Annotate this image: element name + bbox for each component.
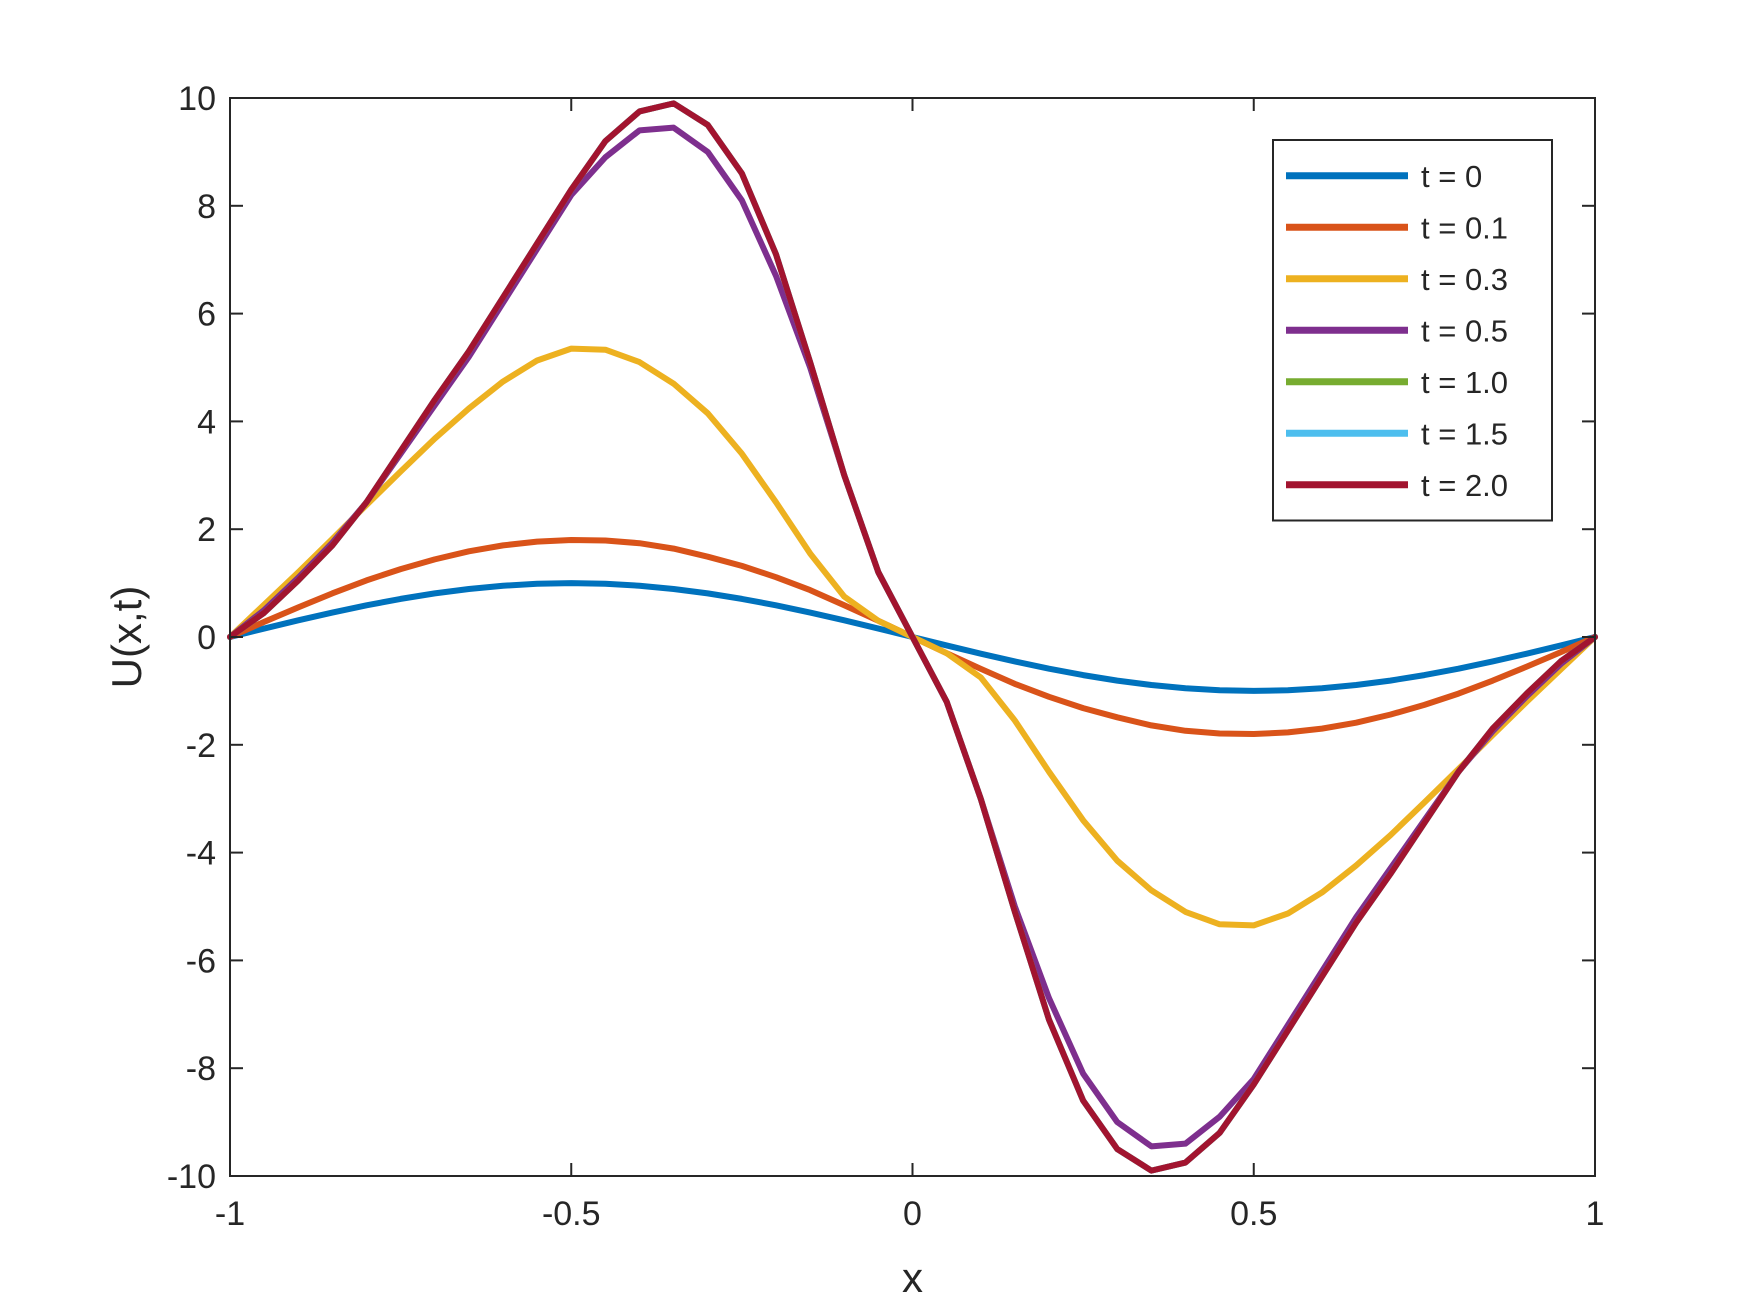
y-tick-label: 10 <box>178 80 216 118</box>
legend-label-2: t = 0.3 <box>1421 262 1508 297</box>
y-tick-label: -8 <box>186 1050 216 1088</box>
y-tick-label: 0 <box>197 619 216 657</box>
legend-label-0: t = 0 <box>1421 159 1482 194</box>
x-tick-label: -1 <box>215 1195 245 1233</box>
y-tick-label: 4 <box>197 403 216 441</box>
x-axis-label: x <box>902 1254 923 1301</box>
y-tick-label: -10 <box>167 1158 216 1196</box>
legend-label-3: t = 0.5 <box>1421 313 1508 348</box>
y-tick-label: 6 <box>197 296 216 334</box>
legend-label-4: t = 1.0 <box>1421 365 1508 400</box>
legend-label-5: t = 1.5 <box>1421 416 1508 451</box>
y-axis-label: U(x,t) <box>103 586 150 689</box>
y-tick-label: 8 <box>197 188 216 226</box>
legend-label-1: t = 0.1 <box>1421 210 1508 245</box>
y-tick-label: 2 <box>197 511 216 549</box>
y-tick-label: -2 <box>186 727 216 765</box>
legend: t = 0 t = 0.1 t = 0.3 t = 0.5 t = 1.0 t = 1.… <box>1272 139 1553 522</box>
series-layer <box>227 100 1598 1174</box>
x-tick-label: 0 <box>903 1195 922 1233</box>
series-line-6 <box>227 100 1598 1174</box>
y-tick-label: -6 <box>186 942 216 980</box>
x-tick-label: 1 <box>1586 1195 1605 1233</box>
axes-layer: -1 -0.5 0 0.5 1 -10 -8 -6 -4 -2 0 2 4 6 8 10 <box>167 80 1605 1233</box>
x-tick-label: -0.5 <box>542 1195 601 1233</box>
x-tick-label: 0.5 <box>1230 1195 1277 1233</box>
legend-label-6: t = 2.0 <box>1421 468 1508 503</box>
y-tick-label: -4 <box>186 835 216 873</box>
